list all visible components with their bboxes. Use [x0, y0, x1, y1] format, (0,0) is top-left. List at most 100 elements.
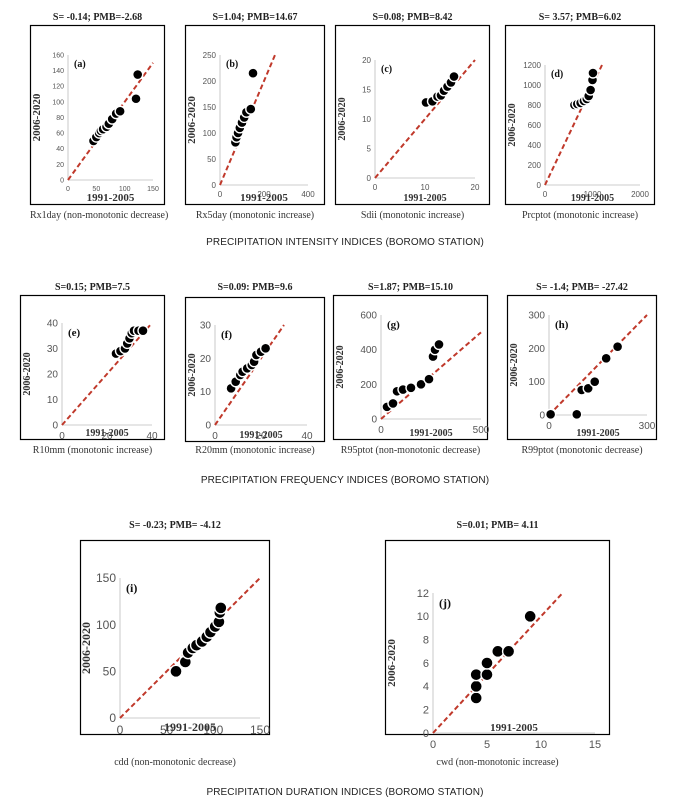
data-point: [214, 601, 228, 615]
x-tick-label: 100: [119, 186, 131, 193]
y-tick-label: 0: [367, 174, 372, 183]
x-tick-label: 10: [535, 739, 547, 751]
x-tick-label: 0: [546, 421, 552, 432]
y-axis-title: 2006-2020: [31, 93, 43, 141]
y-tick-label: 100: [528, 377, 545, 388]
y-tick-label: 2: [423, 705, 429, 717]
chart-frame: [332, 294, 489, 441]
y-tick-label: 1200: [523, 61, 541, 70]
stats-label: S= -0.14; PMB=-2.68: [52, 12, 143, 23]
chart-panel-cwd: S=0.01; PMB= 4.11 cwd (non-monotonic incr…: [384, 515, 611, 770]
reference-line: [548, 314, 648, 416]
x-tick-label: 400: [301, 190, 315, 199]
y-tick-label: 6: [423, 658, 429, 670]
scatter-plot: 0 2 4 6 8 10 12 0 5 10 15 (j) 1991-2005 2006-2020: [384, 539, 611, 751]
panel-caption: R10mm (monotonic increase): [32, 445, 153, 456]
y-tick-label: 0: [537, 181, 542, 190]
x-tick-label: 50: [160, 723, 174, 737]
data-point: [589, 375, 601, 388]
stats-label: S=1.87; PMB=15.10: [367, 282, 453, 293]
section-title-duration: PRECIPITATION DURATION INDICES (BOROMO S…: [206, 787, 484, 798]
y-tick-label: 1000: [523, 81, 541, 90]
chart-panel-sdii: S=0.08; PMB=8.42 Sdii (monotonic increase…: [334, 10, 491, 235]
scatter-plot: 0 200 400 600 0 500 (g) 1991-2005 2006-2020: [332, 294, 490, 441]
y-tick-label: 0: [52, 421, 58, 432]
x-axis-title: 1991-2005: [409, 428, 452, 439]
x-tick-label: 0: [378, 425, 384, 436]
scatter-plot: 0 50 100 150 0 50 100 150 (i) 1991-2005 2006-2020: [79, 539, 270, 737]
data-point: [544, 408, 557, 421]
data-point: [480, 667, 494, 682]
data-point: [405, 382, 417, 394]
y-tick-label: 150: [203, 103, 217, 112]
y-tick-label: 0: [371, 415, 377, 426]
section-title-frequency: PRECIPITATION FREQUENCY INDICES (BOROMO …: [200, 475, 490, 486]
y-tick-label: 10: [417, 611, 429, 623]
reference-line: [544, 64, 603, 186]
data-point: [611, 340, 624, 353]
x-tick-label: 20: [471, 183, 480, 192]
x-tick-label: 150: [250, 723, 270, 737]
stats-label: S=1.04; PMB=14.67: [212, 12, 298, 23]
panel-caption: Prcptot (monotonic increase): [521, 210, 639, 221]
stats-label: S= -0.23; PMB= -4.12: [129, 520, 221, 531]
stats-label: S=0.15; PMB=7.5: [54, 282, 130, 293]
y-tick-label: 0: [60, 177, 64, 184]
y-tick-label: 400: [528, 141, 542, 150]
y-tick-label: 50: [207, 155, 216, 164]
x-axis-title: 1991-2005: [239, 430, 282, 441]
chart-panel-cdd: S= -0.23; PMB= -4.12 cdd (non-monotonic d…: [79, 515, 270, 770]
x-axis-title: 1991-2005: [85, 428, 128, 439]
x-tick-label: 0: [218, 190, 223, 199]
y-tick-label: 10: [200, 387, 212, 398]
y-tick-label: 12: [417, 588, 429, 600]
y-tick-label: 800: [528, 101, 542, 110]
x-tick-label: 1000: [584, 190, 602, 199]
data-point: [433, 338, 445, 351]
x-tick-label: 500: [473, 425, 490, 436]
y-axis-title: 2006-2020: [386, 639, 398, 687]
data-point: [131, 68, 144, 81]
x-tick-label: 0: [66, 186, 70, 193]
panel-caption: Rx5day (monotonic increase): [195, 210, 315, 221]
x-axis-title: 1991-2005: [240, 192, 288, 204]
data-point: [571, 408, 583, 421]
y-tick-label: 30: [47, 344, 59, 355]
data-point: [423, 373, 435, 385]
y-tick-label: 200: [203, 77, 217, 86]
panel-caption: Rx1day (non-monotonic decrease): [30, 210, 169, 221]
data-point: [169, 664, 183, 679]
y-tick-label: 600: [528, 121, 542, 130]
data-point: [130, 93, 142, 105]
panel-letter: (h): [555, 319, 569, 331]
y-tick-label: 40: [56, 146, 64, 153]
reference-line: [61, 322, 153, 426]
y-axis-title: 2006-2020: [335, 345, 346, 388]
y-tick-label: 0: [423, 728, 429, 740]
data-point: [448, 70, 460, 83]
x-tick-label: 40: [301, 431, 313, 442]
y-tick-label: 0: [109, 711, 116, 725]
stats-label: S=0.01; PMB= 4.11: [456, 520, 539, 531]
x-tick-label: 0: [212, 431, 218, 442]
chart-frame: [384, 539, 611, 736]
x-axis-title: 1991-2005: [164, 720, 216, 734]
y-tick-label: 160: [52, 52, 64, 59]
data-point: [387, 397, 399, 410]
y-tick-label: 20: [56, 162, 64, 169]
y-axis-title: 2006-2020: [509, 343, 520, 386]
panel-letter: (d): [551, 69, 563, 80]
y-axis-title: 2006-2020: [337, 97, 348, 140]
x-tick-label: 0: [59, 431, 65, 442]
scatter-plot: 0 20 40 60 80 100 120 140 160 0 50 100 150 (a) 1991-20…: [29, 24, 166, 206]
y-axis-title: 2006-2020: [187, 353, 198, 396]
chart-panel-r99ptot: S= -1.4; PMB= -27.42 R99ptot (monotonic d…: [506, 280, 658, 460]
y-tick-label: 300: [528, 311, 545, 322]
panel-caption: cwd (non-monotonic increase): [436, 757, 559, 768]
y-tick-label: 8: [423, 635, 429, 647]
x-tick-label: 20: [255, 431, 267, 442]
x-tick-label: 300: [639, 421, 656, 432]
y-axis-title: 2006-2020: [186, 96, 198, 144]
x-tick-label: 0: [430, 739, 436, 751]
data-point: [114, 105, 126, 117]
